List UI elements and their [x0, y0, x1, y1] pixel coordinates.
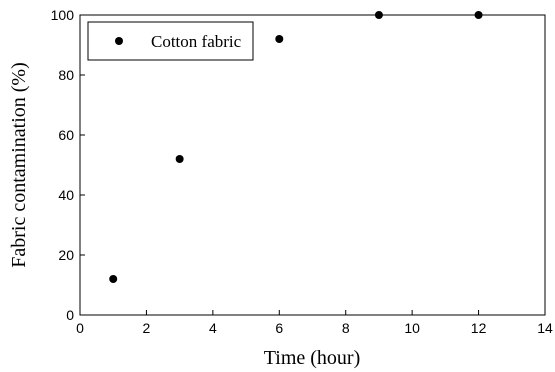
data-point — [175, 155, 184, 163]
series-points — [109, 11, 483, 283]
x-tick-label: 12 — [471, 320, 487, 336]
y-tick-label: 80 — [58, 67, 74, 83]
y-tick-label: 60 — [58, 127, 74, 143]
plot-frame — [79, 14, 546, 316]
legend-label-cotton-fabric: Cotton fabric — [151, 32, 242, 51]
y-tick-label: 0 — [66, 307, 74, 323]
data-point — [474, 11, 483, 19]
legend: Cotton fabric — [87, 21, 254, 61]
legend-marker — [115, 37, 123, 45]
x-tick-label: 2 — [143, 320, 151, 336]
x-tick-label: 10 — [404, 320, 420, 336]
data-point — [275, 35, 284, 43]
y-tick-label: 20 — [58, 247, 74, 263]
x-axis-title: Time (hour) — [264, 347, 360, 369]
y-tick-label: 100 — [51, 7, 75, 23]
data-point — [374, 11, 383, 19]
y-axis-ticks: 0 20 40 60 80 100 — [51, 7, 85, 323]
x-tick-label: 4 — [209, 320, 217, 336]
x-axis-ticks: 0 2 4 6 8 10 12 14 — [76, 310, 553, 336]
y-axis-title: Fabric contamination (%) — [8, 62, 30, 268]
x-tick-label: 0 — [76, 320, 84, 336]
x-tick-label: 14 — [537, 320, 553, 336]
x-tick-label: 8 — [342, 320, 350, 336]
x-tick-label: 6 — [275, 320, 283, 336]
y-tick-label: 40 — [58, 187, 74, 203]
data-point — [109, 275, 118, 283]
